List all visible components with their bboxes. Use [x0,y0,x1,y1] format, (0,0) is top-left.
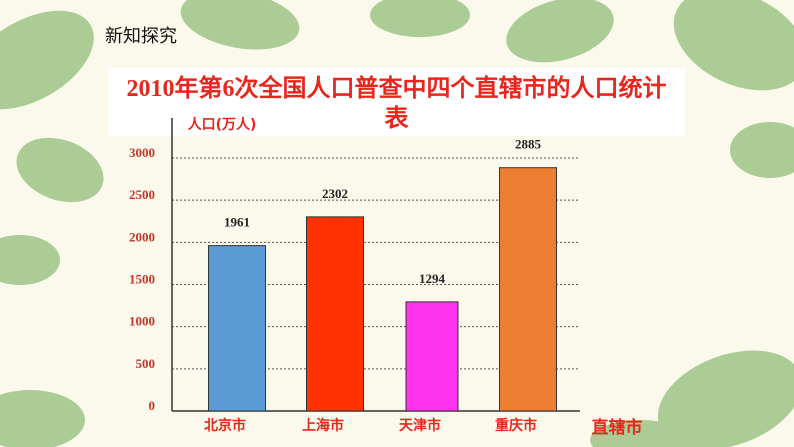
x-tick-label: 重庆市 [495,417,537,434]
y-tick-label: 1500 [129,271,155,286]
x-axis-label: 直辖市 [592,417,643,438]
bar [499,167,557,412]
chart-title: 2010年第6次全国人口普查中四个直辖市的人口统计表 [126,76,667,132]
data-label: 1961 [224,215,250,230]
bar [306,216,364,412]
y-axis-label: 人口(万人) [188,116,257,133]
section-label: 新知探究 [105,26,177,47]
y-tick-label: 2000 [129,229,155,244]
y-tick-label: 0 [149,398,156,413]
data-label: 2885 [515,137,542,152]
y-tick-label: 1000 [129,314,155,329]
y-tick-label: 3000 [129,145,155,160]
data-label: 1294 [419,271,446,286]
x-tick-label: 北京市 [204,417,246,434]
data-label: 2302 [322,186,348,201]
bar [405,301,459,412]
y-tick-label: 500 [136,356,156,371]
title-box: 2010年第6次全国人口普查中四个直辖市的人口统计表 [108,68,685,136]
x-tick-label: 天津市 [399,417,441,434]
bar [208,245,266,412]
x-tick-label: 上海市 [302,417,344,434]
y-tick-label: 2500 [129,187,155,202]
